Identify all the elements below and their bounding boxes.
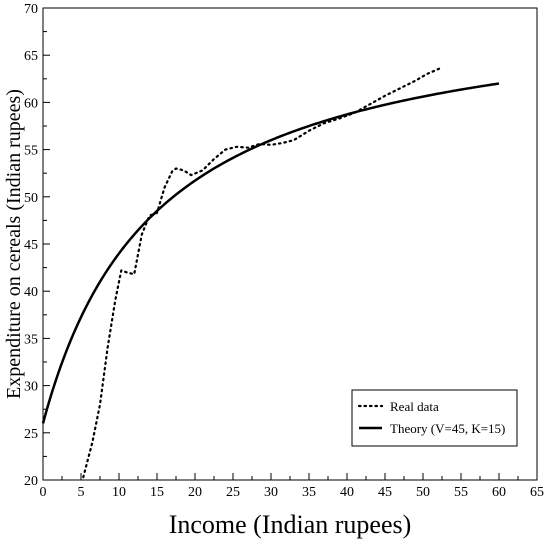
x-tick-label: 40 [340,485,354,500]
ticks-layer: 0 5 10 15 20 25 30 35 40 45 50 55 60 65 20 25 30 35 40 45 50… [24,2,544,500]
y-tick-label: 20 [24,474,38,489]
x-tick-label: 60 [492,485,506,500]
y-tick-label: 25 [24,427,38,442]
x-tick-label: 55 [454,485,468,500]
x-tick-label: 35 [302,485,316,500]
legend-label-real-data: Real data [390,399,439,414]
x-tick-label: 65 [530,485,544,500]
x-tick-label: 30 [264,485,278,500]
y-tick-label: 40 [24,285,38,300]
series-line-theory [41,82,500,424]
x-tick-label: 45 [378,485,392,500]
y-tick-label: 70 [24,2,38,17]
x-tick-label: 0 [40,485,47,500]
y-tick-label: 50 [24,191,38,206]
y-axis-title: Expenditure on cereals (Indian rupees) [3,89,25,399]
y-tick-label: 55 [24,144,38,159]
x-tick-label: 20 [188,485,202,500]
y-tick-label: 65 [24,49,38,64]
x-tick-label: 10 [112,485,126,500]
legend-label-theory: Theory (V=45, K=15) [390,421,505,436]
y-tick-label: 30 [24,380,38,395]
legend-box [351,389,518,447]
legend: Real data Theory (V=45, K=15) [351,389,518,447]
series-layer [41,66,500,479]
y-tick-label: 60 [24,96,38,111]
y-tick-label: 45 [24,238,38,253]
x-tick-label: 15 [150,485,164,500]
x-axis-title: Income (Indian rupees) [169,510,412,539]
x-tick-label: 5 [78,485,85,500]
x-tick-label: 50 [416,485,430,500]
y-tick-label: 35 [24,332,38,347]
x-tick-label: 25 [226,485,240,500]
